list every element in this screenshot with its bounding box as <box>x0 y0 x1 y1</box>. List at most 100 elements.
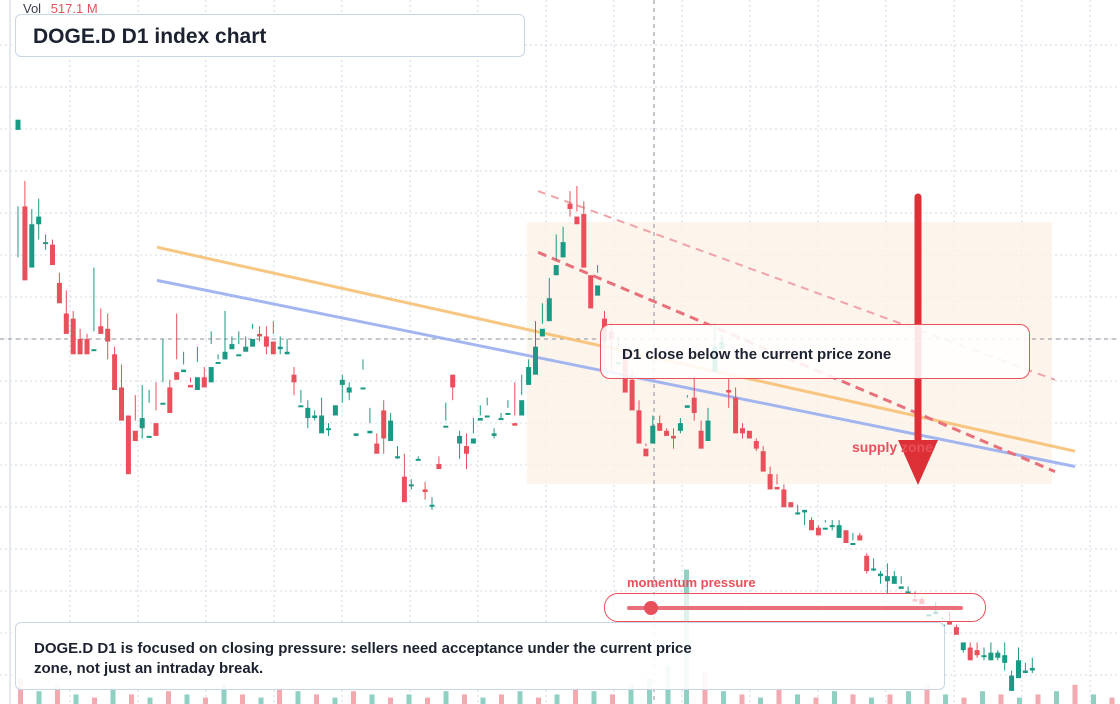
candle-down <box>726 390 732 393</box>
volume-bar <box>776 688 782 704</box>
candle-down <box>450 374 456 388</box>
candle-down <box>401 476 407 503</box>
candle-up <box>15 119 21 130</box>
candle-down <box>263 336 269 347</box>
volume-label: Vol <box>23 1 42 16</box>
volume-bar <box>499 694 504 704</box>
candle-up <box>802 509 808 513</box>
candle-up <box>222 351 228 360</box>
candle-up <box>829 525 835 528</box>
candle-down <box>843 530 849 543</box>
bearish-arrow-head <box>898 440 938 485</box>
price-zone-note: D1 close below the current price zone <box>622 346 892 363</box>
candle-up <box>491 433 497 436</box>
candle-up <box>905 591 911 594</box>
candle-up <box>795 512 801 515</box>
volume-bar <box>721 691 726 704</box>
volume-bar <box>517 691 523 704</box>
candle-up <box>1029 667 1035 671</box>
candle-up <box>1016 660 1021 679</box>
candle-up <box>388 420 394 441</box>
volume-bar <box>887 694 893 704</box>
candle-down <box>657 423 663 431</box>
volume-bar <box>961 697 967 704</box>
candle-up <box>250 339 256 347</box>
candle-down <box>857 535 863 541</box>
candle-down <box>98 326 104 334</box>
candle-up <box>546 298 552 322</box>
candle-up <box>898 586 904 589</box>
candle-up <box>526 367 532 385</box>
candle-up <box>408 484 414 487</box>
candle-up <box>29 224 35 268</box>
candle-down <box>188 384 193 388</box>
price-zone-note-card: D1 close below the current price zone <box>600 324 1030 379</box>
candle-up <box>139 418 145 429</box>
volume-bar <box>1091 694 1096 704</box>
candle-down <box>112 354 118 390</box>
candle-up <box>995 652 1001 658</box>
candle-down <box>77 339 83 355</box>
candle-up <box>346 387 352 393</box>
volume-bar <box>203 697 208 704</box>
momentum-knob[interactable] <box>643 601 658 615</box>
candle-down <box>740 428 745 434</box>
volume-bar <box>388 697 393 704</box>
candle-up <box>339 379 345 385</box>
supply-zone-label: supply zone <box>852 439 933 455</box>
candle-up <box>477 418 483 421</box>
candle-up <box>505 412 511 415</box>
volume-bar <box>406 694 412 704</box>
candle-up <box>981 655 987 658</box>
candle-down <box>257 333 262 337</box>
candle-up <box>1009 675 1015 691</box>
volume-bar <box>73 694 79 704</box>
candle-down <box>270 341 276 355</box>
candle-down <box>119 387 124 421</box>
volume-bar <box>184 694 190 704</box>
candle-down <box>174 372 180 380</box>
candle-up <box>415 458 421 461</box>
volume-bar <box>295 691 301 704</box>
candle-down <box>201 377 207 388</box>
channel-line-red-light <box>537 190 1056 381</box>
candle-up <box>332 405 338 416</box>
candle-down <box>809 520 814 531</box>
momentum-pressure-meter <box>604 593 986 622</box>
volume-bar <box>998 694 1004 704</box>
volume-bar <box>832 691 837 704</box>
volume-bar <box>869 697 874 704</box>
candle-up <box>539 328 545 337</box>
candle-down <box>733 397 739 434</box>
candle-down <box>967 647 973 661</box>
volume-bar <box>536 697 541 704</box>
volume-bar <box>573 688 578 704</box>
candle-up <box>181 369 187 373</box>
candle-up <box>595 285 601 296</box>
volume-bar <box>1054 691 1059 704</box>
candle-up <box>960 642 966 651</box>
candle-down <box>512 423 518 426</box>
volume-bar <box>1072 684 1078 704</box>
candle-up <box>208 367 214 383</box>
candle-down <box>947 622 952 625</box>
candle-up <box>684 405 690 408</box>
candle-up <box>284 351 290 355</box>
volume-bar <box>850 694 856 704</box>
candle-up <box>229 344 235 350</box>
volume-bar <box>1017 697 1022 704</box>
candle-up <box>277 346 283 350</box>
candle-down <box>588 275 594 309</box>
volume-bar <box>924 684 930 704</box>
candle-down <box>70 318 76 355</box>
candle-down <box>671 435 676 439</box>
volume-bar <box>332 697 338 704</box>
candle-up <box>146 435 152 438</box>
candle-down <box>132 430 138 441</box>
candle-up <box>457 435 463 444</box>
candle-down <box>436 463 442 470</box>
candle-down <box>698 430 704 449</box>
volume-bar <box>554 694 560 704</box>
candle-down <box>105 328 111 342</box>
candle-up <box>91 349 97 352</box>
